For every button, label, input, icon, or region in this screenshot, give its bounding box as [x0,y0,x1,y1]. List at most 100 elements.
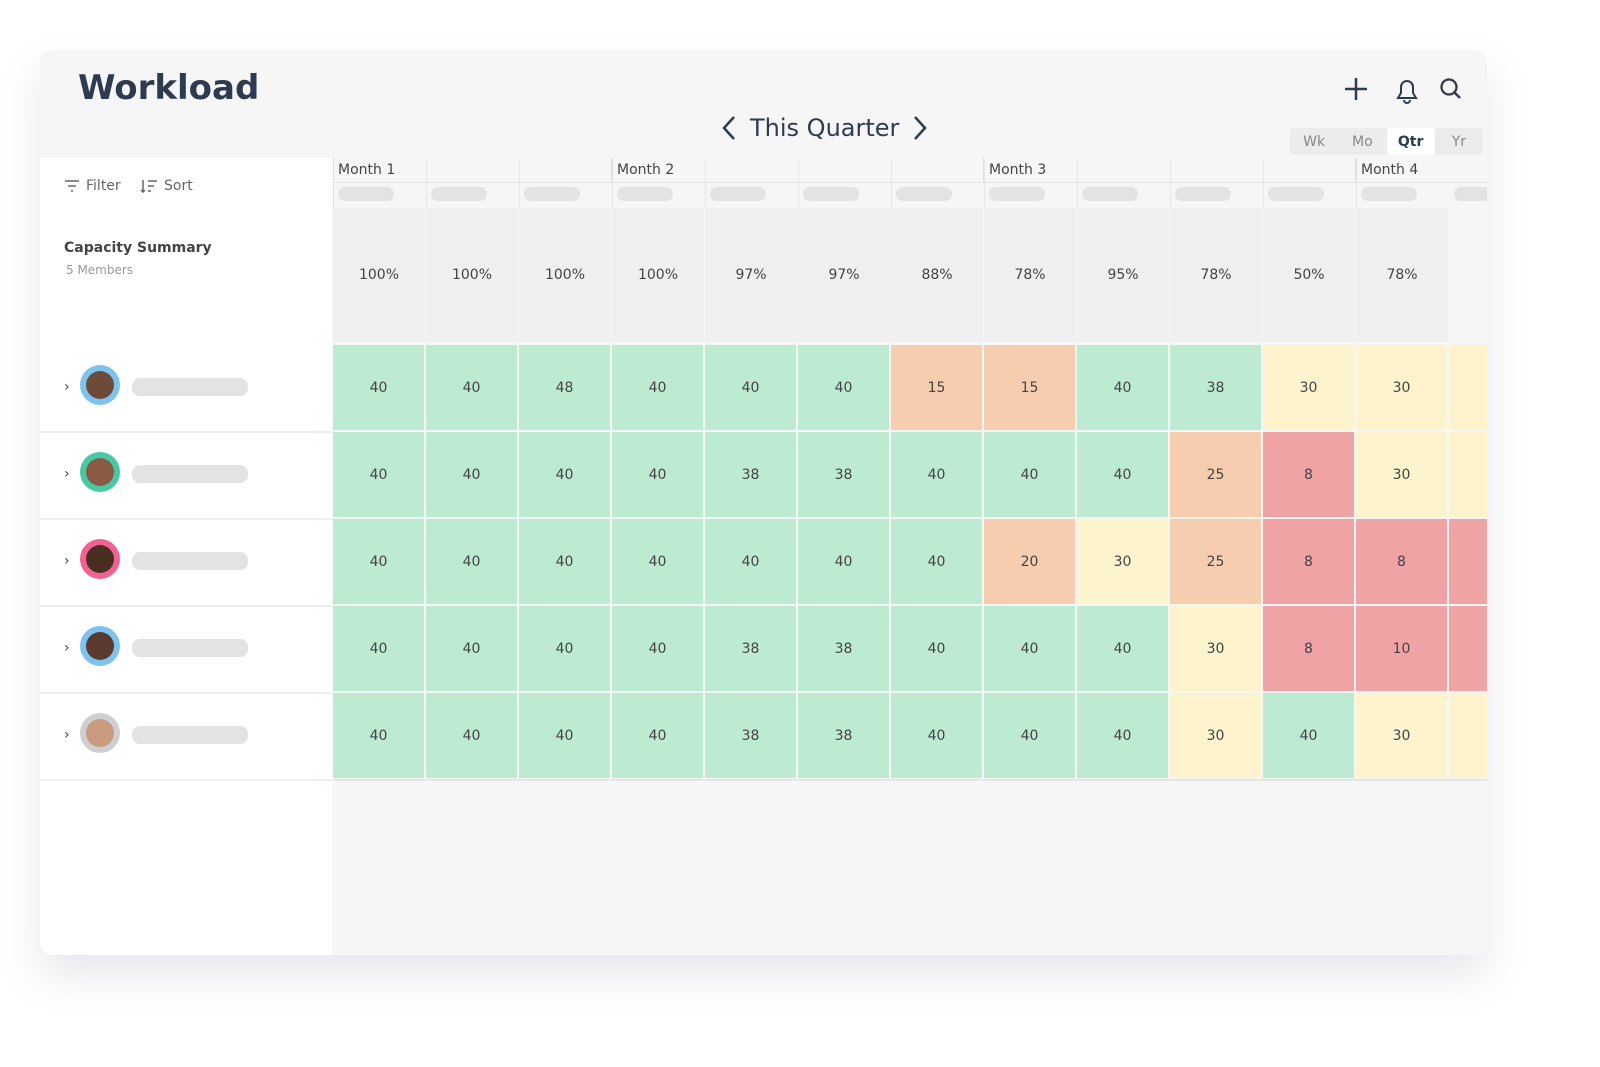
workload-cell: 38 [1170,345,1261,430]
avatar [80,626,120,666]
next-button[interactable] [911,114,929,142]
row-divider [40,779,332,781]
workload-cell: 20 [984,519,1075,604]
view-option[interactable]: Yr [1451,133,1467,150]
view-toggle: Wk Mo Qtr Yr [1290,128,1483,155]
clipped-cell [1449,345,1487,430]
avatar [80,452,120,492]
view-option[interactable]: Mo [1352,133,1373,150]
date-placeholder [1175,187,1231,201]
workload-cell: 40 [798,345,889,430]
avatar [80,365,120,405]
date-placeholder [431,187,487,201]
workload-cell: 40 [519,432,610,517]
workload-cell: 30 [1263,345,1354,430]
workload-cell: 40 [333,606,424,691]
capacity-cell: 88% [891,208,983,342]
clipped-cell [1449,606,1487,691]
column-divider [1356,158,1357,208]
expand-button[interactable]: › [64,640,70,656]
capacity-cell: 100% [519,208,611,342]
workload-cell: 40 [333,519,424,604]
workload-card: Workload This Quarter Wk Mo Qtr Yr Filter S… [40,50,1487,955]
header-line [333,182,1487,183]
capacity-cell: 100% [612,208,704,342]
notifications-button[interactable] [1396,80,1418,104]
name-placeholder [132,465,248,483]
column-divider [891,158,892,208]
date-placeholder [896,187,952,201]
expand-button[interactable]: › [64,466,70,482]
page-title: Workload [78,68,260,108]
clipped-cell [1449,693,1487,778]
workload-cell: 30 [1356,432,1447,517]
workload-cell: 40 [891,693,982,778]
month-divider [1355,158,1356,182]
avatar [80,713,120,753]
month-label: Month 1 [338,162,396,178]
workload-cell: 38 [798,606,889,691]
workload-cell: 40 [891,606,982,691]
search-button[interactable] [1440,78,1461,99]
filter-label: Filter [86,178,121,194]
grid-bottom-line [333,779,1487,781]
capacity-cell: 100% [426,208,518,342]
date-placeholder [1454,187,1487,201]
avatar [80,539,120,579]
filter-icon [65,180,79,192]
workload-cell: 40 [984,693,1075,778]
date-placeholder [989,187,1045,201]
workload-cell: 40 [519,693,610,778]
month-divider [983,158,984,182]
summary-title: Capacity Summary [64,240,212,256]
sort-button[interactable]: Sort [140,178,193,194]
date-placeholder [617,187,673,201]
prev-button[interactable] [720,114,738,142]
capacity-cell: 95% [1077,208,1169,342]
avatar-face [86,719,114,747]
avatar-face [86,632,114,660]
expand-button[interactable]: › [64,553,70,569]
capacity-cell: 78% [984,208,1076,342]
name-placeholder [132,378,248,396]
filter-button[interactable]: Filter [64,178,121,194]
name-placeholder [132,639,248,657]
workload-cell: 40 [1077,432,1168,517]
avatar-face [86,545,114,573]
workload-cell: 25 [1170,432,1261,517]
workload-cell: 8 [1356,519,1447,604]
view-option[interactable]: Wk [1303,133,1326,150]
workload-cell: 30 [1356,345,1447,430]
date-placeholder [710,187,766,201]
date-placeholder [1268,187,1324,201]
workload-cell: 40 [891,432,982,517]
workload-cell: 30 [1356,693,1447,778]
workload-cell: 40 [426,345,517,430]
workload-cell: 40 [705,519,796,604]
sort-icon [140,180,157,193]
workload-cell: 8 [1263,432,1354,517]
expand-button[interactable]: › [64,727,70,743]
month-label: Month 2 [617,162,675,178]
capacity-cell: 50% [1263,208,1355,342]
row-divider [40,431,332,433]
add-button[interactable] [1345,78,1367,100]
sort-label: Sort [164,178,193,194]
workload-cell: 15 [891,345,982,430]
workload-cell: 10 [1356,606,1447,691]
workload-cell: 40 [705,345,796,430]
column-divider [984,158,985,208]
workload-cell: 40 [426,432,517,517]
view-option[interactable]: Qtr [1386,128,1435,155]
workload-cell: 38 [798,693,889,778]
expand-button[interactable]: › [64,379,70,395]
workload-cell: 30 [1170,606,1261,691]
date-placeholder [1361,187,1417,201]
workload-cell: 8 [1263,519,1354,604]
workload-cell: 40 [798,519,889,604]
workload-cell: 38 [705,432,796,517]
workload-cell: 40 [519,606,610,691]
column-divider [333,158,334,208]
column-divider [519,158,520,208]
workload-cell: 40 [891,519,982,604]
